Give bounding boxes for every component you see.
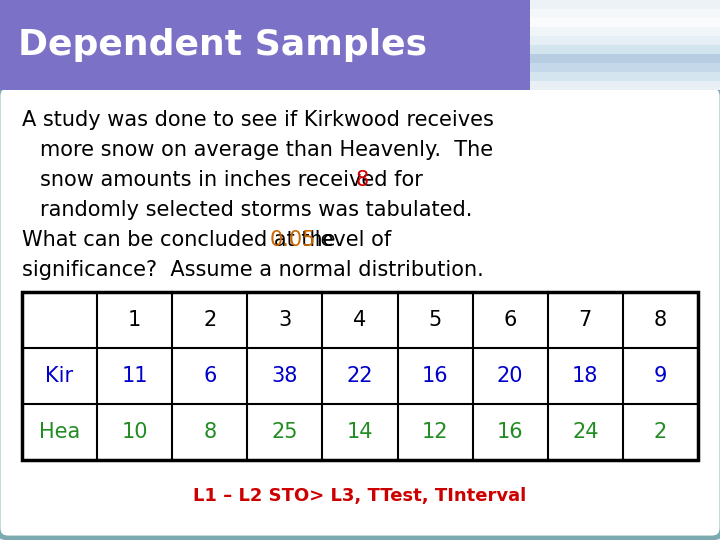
- Text: snow amounts in inches received for: snow amounts in inches received for: [40, 170, 430, 190]
- Text: 4: 4: [354, 310, 366, 330]
- Text: 24: 24: [572, 422, 598, 442]
- Text: 22: 22: [347, 366, 373, 386]
- Text: 7: 7: [579, 310, 592, 330]
- Text: 18: 18: [572, 366, 598, 386]
- Text: 0.05: 0.05: [270, 230, 316, 250]
- Text: What can be concluded at the: What can be concluded at the: [22, 230, 342, 250]
- Bar: [530, 8, 720, 18]
- Bar: [530, 80, 720, 90]
- Text: 10: 10: [122, 422, 148, 442]
- Text: Dependent Samples: Dependent Samples: [18, 28, 427, 62]
- Bar: [530, 62, 720, 72]
- Text: 2: 2: [654, 422, 667, 442]
- Text: more snow on average than Heavenly.  The: more snow on average than Heavenly. The: [40, 140, 493, 160]
- Text: 8: 8: [654, 310, 667, 330]
- Bar: [530, 0, 720, 9]
- Bar: [530, 44, 720, 54]
- Text: 2: 2: [203, 310, 217, 330]
- Text: Kir: Kir: [45, 366, 73, 386]
- Text: 1: 1: [128, 310, 141, 330]
- Text: significance?  Assume a normal distribution.: significance? Assume a normal distributi…: [22, 260, 484, 280]
- Text: 8: 8: [203, 422, 216, 442]
- Text: 11: 11: [122, 366, 148, 386]
- Text: 20: 20: [497, 366, 523, 386]
- Text: 5: 5: [428, 310, 442, 330]
- Text: L1 – L2 STO> L3, TTest, TInterval: L1 – L2 STO> L3, TTest, TInterval: [194, 487, 526, 505]
- Bar: [530, 53, 720, 63]
- Text: 8: 8: [356, 170, 369, 190]
- Text: 9: 9: [654, 366, 667, 386]
- Text: 16: 16: [422, 366, 449, 386]
- Text: 14: 14: [347, 422, 373, 442]
- Bar: [530, 17, 720, 27]
- Text: A study was done to see if Kirkwood receives: A study was done to see if Kirkwood rece…: [22, 110, 494, 130]
- Text: 12: 12: [422, 422, 449, 442]
- Text: 6: 6: [503, 310, 517, 330]
- Text: 16: 16: [497, 422, 523, 442]
- Bar: [22, 292, 698, 460]
- Bar: [530, 71, 720, 81]
- Bar: [530, 26, 720, 36]
- Text: level of: level of: [308, 230, 391, 250]
- Text: 38: 38: [271, 366, 298, 386]
- Text: 3: 3: [278, 310, 292, 330]
- FancyBboxPatch shape: [0, 86, 720, 538]
- Text: Hea: Hea: [39, 422, 80, 442]
- Text: 6: 6: [203, 366, 217, 386]
- Bar: [530, 35, 720, 45]
- Text: 25: 25: [271, 422, 298, 442]
- Bar: [0, 0, 720, 90]
- Text: randomly selected storms was tabulated.: randomly selected storms was tabulated.: [40, 200, 472, 220]
